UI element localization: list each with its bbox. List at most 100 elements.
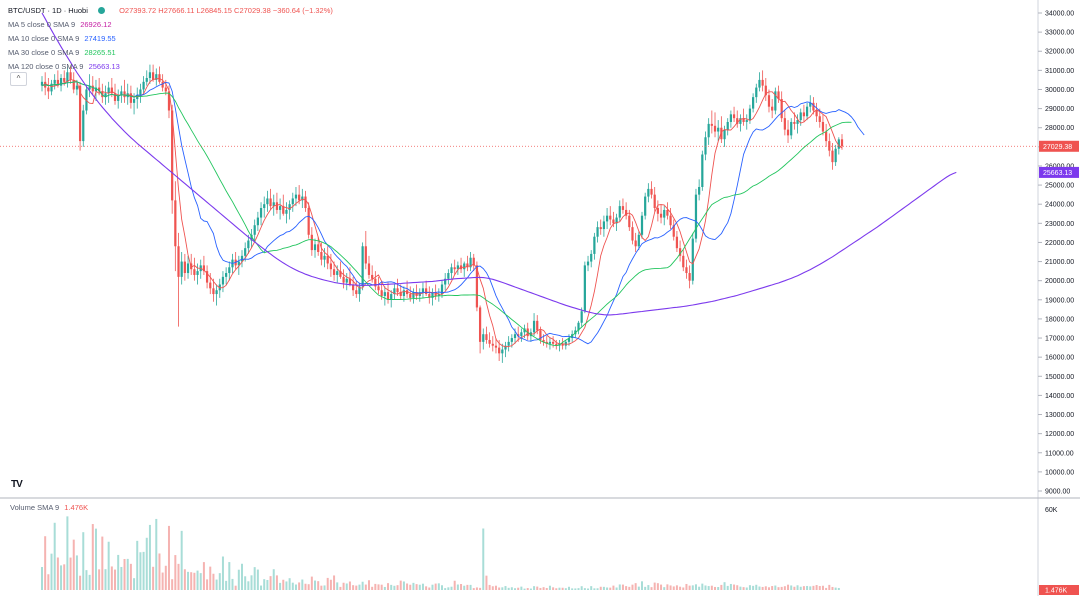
candle-body	[275, 202, 279, 210]
candle-body	[685, 267, 688, 274]
candle-body	[580, 311, 583, 323]
ma5-legend[interactable]: MA 5 close 0 SMA 9 26926.12	[8, 18, 333, 32]
candle-body	[542, 339, 545, 342]
volume-bar	[231, 578, 234, 590]
candle-body	[345, 278, 348, 283]
volume-bar	[133, 578, 136, 590]
candle-body	[777, 91, 780, 100]
candle-body	[485, 334, 488, 340]
ma30-legend[interactable]: MA 30 close 0 SMA 9 28265.51	[8, 46, 333, 60]
volume-bar	[641, 581, 643, 590]
candle-body	[56, 79, 59, 86]
candle-body	[437, 294, 440, 296]
volume-bar	[733, 584, 736, 590]
price-tick-label: 21000.00	[1045, 259, 1074, 266]
volume-legend[interactable]: Volume SMA 9 1.476K	[10, 503, 88, 512]
volume-bar	[91, 524, 94, 590]
volume-bar	[742, 587, 745, 590]
candle-body	[444, 278, 447, 285]
volume-bar	[745, 587, 748, 590]
volume-bar	[367, 580, 370, 590]
candle-body	[488, 339, 491, 344]
candle-body	[656, 208, 659, 214]
candle-body	[609, 215, 612, 220]
candle-body	[304, 196, 307, 209]
volume-bar	[688, 585, 691, 590]
volume-bar	[479, 587, 482, 590]
tradingview-logo[interactable]: TV	[11, 479, 23, 490]
candle-body	[386, 292, 390, 300]
ma10-legend[interactable]: MA 10 close 0 SMA 9 27419.55	[8, 32, 333, 46]
volume-bar	[501, 587, 504, 590]
volume-bar	[723, 582, 726, 590]
candle-body	[225, 273, 228, 277]
volume-bar	[288, 578, 291, 590]
volume-bar	[771, 586, 774, 590]
volume-bar	[196, 570, 199, 590]
volume-bar	[250, 575, 253, 590]
candle-body	[263, 204, 266, 209]
candle-body	[732, 114, 736, 119]
candle-body	[339, 271, 342, 277]
volume-bar	[142, 551, 145, 590]
volume-bar	[533, 586, 536, 590]
volume-bar	[114, 569, 117, 590]
candle-body	[805, 106, 809, 117]
symbol-title[interactable]: BTC/USDT · 1D · Huobi	[8, 6, 88, 15]
volume-bar	[815, 585, 818, 590]
candle-body	[152, 72, 155, 80]
volume-bar	[748, 585, 751, 590]
candle-body	[307, 208, 310, 235]
price-tick-label: 23000.00	[1045, 221, 1074, 228]
volume-bar	[691, 585, 694, 590]
candle-body	[72, 79, 75, 90]
candle-body	[456, 265, 459, 270]
volume-bar	[225, 580, 228, 590]
volume-bar	[120, 566, 123, 590]
volume-bar	[666, 584, 669, 590]
volume-bar	[161, 572, 164, 590]
candle-body	[186, 263, 190, 274]
ma120-label: 25663.13	[1043, 170, 1072, 177]
candle-body	[717, 127, 720, 132]
candle-body	[145, 78, 148, 82]
volume-last-label: 1.476K	[1045, 588, 1068, 595]
volume-bar	[291, 582, 294, 590]
volume-bar	[758, 586, 761, 590]
price-tick-label: 20000.00	[1045, 278, 1074, 285]
candle-body	[555, 343, 558, 346]
ma30-value: 28265.51	[84, 48, 116, 57]
volume-bar	[780, 586, 783, 590]
volume-bar	[371, 586, 374, 590]
candle-body	[425, 288, 428, 295]
volume-bar	[583, 588, 586, 590]
candle-body	[482, 334, 485, 342]
candle-body	[650, 188, 653, 195]
volume-bar	[615, 587, 618, 590]
ma10-value: 27419.55	[84, 34, 116, 43]
volume-bar	[460, 584, 463, 590]
volume-bar	[828, 584, 831, 590]
candle-body	[256, 217, 259, 226]
candle-body	[69, 72, 72, 80]
candle-body	[113, 93, 117, 101]
candle-body	[802, 112, 806, 117]
candle-body	[266, 198, 269, 205]
candle-body	[202, 265, 206, 272]
ma120-legend[interactable]: MA 120 close 0 SMA 9 25663.13	[8, 60, 333, 74]
price-tick-label: 29000.00	[1045, 106, 1074, 113]
legend-collapse-button[interactable]: ^	[10, 72, 27, 86]
candle-body	[272, 202, 275, 207]
volume-bar	[755, 584, 758, 590]
volume-bar	[41, 567, 43, 590]
candle-body	[129, 93, 132, 103]
volume-bar	[117, 554, 120, 590]
volume-bar	[56, 557, 59, 590]
volume-bar	[50, 553, 53, 590]
price-tick-label: 17000.00	[1045, 336, 1074, 343]
volume-bar	[431, 584, 434, 590]
price-tick-label: 14000.00	[1045, 393, 1074, 400]
volume-bar	[323, 585, 326, 590]
volume-legend-value: 1.476K	[64, 503, 89, 512]
candle-body	[698, 186, 701, 195]
